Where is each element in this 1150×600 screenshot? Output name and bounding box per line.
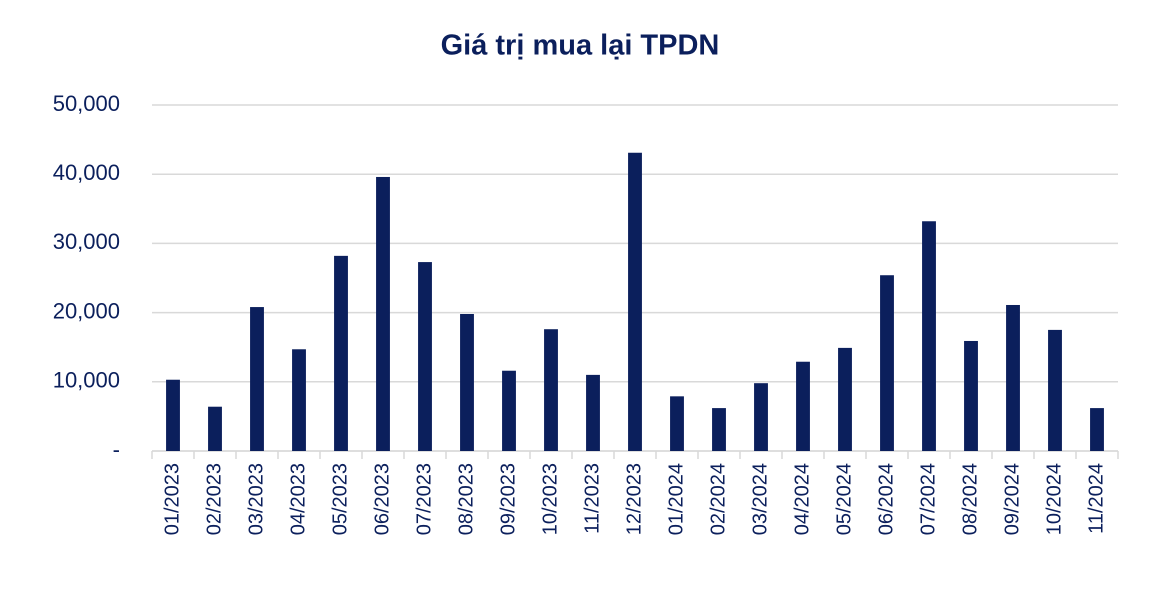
- x-tick-label: 03/2024: [749, 463, 771, 535]
- x-tick-label: 11/2024: [1085, 463, 1107, 534]
- bar: [544, 329, 558, 451]
- y-tick-label: 30,000: [53, 229, 120, 254]
- y-tick-label: 20,000: [53, 298, 120, 323]
- x-tick-label: 07/2024: [917, 463, 939, 535]
- bar: [250, 307, 264, 451]
- bar: [376, 176, 390, 451]
- x-tick-label: 03/2023: [245, 463, 267, 535]
- x-tick-label: 04/2023: [287, 463, 309, 535]
- bar: [838, 347, 852, 451]
- x-tick-label: 06/2024: [875, 463, 897, 535]
- x-tick-label: 02/2023: [203, 463, 225, 535]
- bar: [418, 262, 432, 451]
- x-tick-label: 05/2023: [329, 463, 351, 535]
- bar: [586, 374, 600, 451]
- bar: [502, 370, 516, 451]
- bar: [922, 221, 936, 451]
- bar: [334, 255, 348, 451]
- bar: [460, 313, 474, 451]
- y-tick-label: 40,000: [53, 160, 120, 185]
- bar: [796, 361, 810, 451]
- x-tick-label: 11/2023: [581, 463, 603, 534]
- bar: [628, 152, 642, 452]
- x-tick-label: 08/2023: [455, 463, 477, 535]
- x-tick-label: 04/2024: [791, 463, 813, 535]
- bar: [670, 396, 684, 451]
- bar: [754, 383, 768, 451]
- x-tick-label: 01/2023: [161, 463, 183, 535]
- chart-title: Giá trị mua lại TPDN: [441, 30, 720, 62]
- x-tick-label: 10/2024: [1043, 463, 1065, 535]
- x-tick-label: 09/2024: [1001, 463, 1023, 535]
- bar: [964, 340, 978, 451]
- y-tick-label: 10,000: [53, 368, 120, 393]
- bar: [712, 408, 726, 451]
- x-tick-label: 01/2024: [665, 463, 687, 535]
- bar: [1048, 329, 1062, 451]
- bar: [292, 349, 306, 451]
- bar: [1006, 304, 1020, 451]
- y-tick-label: 50,000: [53, 91, 120, 116]
- x-tick-label: 05/2024: [833, 463, 855, 535]
- x-tick-label: 10/2023: [539, 463, 561, 535]
- x-tick-label: 09/2023: [497, 463, 519, 535]
- bar: [208, 406, 222, 451]
- x-tick-label: 07/2023: [413, 463, 435, 535]
- bar: [1090, 408, 1104, 451]
- bar: [166, 379, 180, 451]
- x-tick-label: 02/2024: [707, 463, 729, 535]
- x-tick-label: 08/2024: [959, 463, 981, 535]
- bar: [880, 275, 894, 451]
- x-tick-label: 12/2023: [623, 463, 645, 535]
- y-tick-label: -: [113, 437, 120, 462]
- x-tick-label: 06/2023: [371, 463, 393, 535]
